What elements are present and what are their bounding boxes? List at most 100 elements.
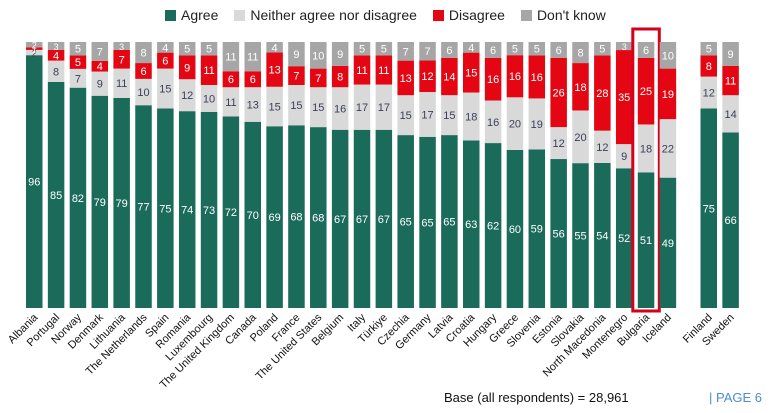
data-label-disagree-norway: 5 (75, 57, 81, 69)
data-label-agree-luxembourg: 73 (203, 205, 215, 217)
bar-segment-neither-belgium (331, 87, 349, 130)
data-label-neither-portugal: 8 (53, 66, 59, 78)
bar-segment-dontknow-the-united-states (310, 42, 327, 69)
data-label-dontknow-north-macedonia: 5 (599, 44, 605, 56)
data-label-neither-italy: 17 (356, 102, 368, 114)
data-label-agree-north-macedonia: 54 (596, 230, 608, 242)
data-label-dontknow-italy: 5 (359, 44, 365, 56)
data-label-agree-slovakia: 55 (574, 231, 586, 243)
bar-segment-neither-bulgaria (637, 124, 655, 173)
bar-segment-dontknow-norway (69, 42, 87, 56)
data-label-disagree-belgium: 8 (337, 72, 343, 84)
data-label-disagree-luxembourg: 11 (203, 65, 214, 77)
bar-segment-disagree-canada (244, 71, 261, 88)
data-label-agree-italy: 67 (356, 214, 368, 226)
data-label-agree-iceland: 49 (662, 238, 674, 250)
bar-segment-agree-the-netherlands (135, 105, 152, 309)
data-label-disagree-estonia: 26 (553, 88, 565, 100)
bar-segment-dontknow-slovakia (572, 42, 589, 64)
bar-segment-dontknow-greece (506, 42, 524, 56)
data-label-agree-hungary: 62 (487, 221, 499, 233)
data-label-neither-norway: 7 (75, 73, 81, 85)
data-label-neither-slovenia: 19 (531, 119, 543, 131)
bar-segment-agree-bulgaria (637, 172, 655, 308)
data-label-dontknow-the-united-states: 10 (312, 50, 324, 62)
bar-segment-agree-greece (506, 149, 524, 308)
data-label-dontknow-czechia: 7 (403, 46, 409, 58)
bar-segment-dontknow-finland (700, 42, 717, 56)
bar-segment-agree-italy (353, 129, 371, 308)
data-label-neither-the-netherlands: 10 (137, 87, 149, 99)
bar-segment-neither-estonia (550, 127, 567, 160)
data-label-agree-the-united-kingdom: 72 (225, 207, 237, 219)
bar-segment-disagree-sweden (722, 65, 739, 96)
bar-segment-neither-the-united-kingdom (222, 87, 240, 117)
data-label-disagree-italy: 11 (356, 65, 367, 77)
bar-segment-dontknow-estonia (550, 42, 567, 58)
bar-segment-disagree-belgium (331, 65, 349, 88)
data-label-neither-slovakia: 20 (574, 132, 586, 144)
data-label-disagree-greece: 16 (509, 71, 521, 83)
legend-label-neither: Neither agree nor disagree (250, 7, 417, 23)
data-label-disagree-albania: 1 (32, 45, 37, 55)
data-label-neither-czechia: 15 (400, 110, 412, 122)
data-label-neither-canada: 13 (247, 100, 259, 112)
data-label-agree-sweden: 66 (724, 215, 736, 227)
bar-segment-dontknow-romania (178, 42, 196, 56)
bar-segment-dontknow-spain (157, 42, 174, 53)
bar-segment-neither-montenegro (615, 144, 633, 169)
data-label-dontknow-estonia: 6 (556, 45, 562, 57)
data-label-neither-sweden: 14 (724, 109, 736, 121)
data-label-agree-denmark: 79 (94, 197, 106, 209)
base-note: Base (all respondents) = 28,961 (444, 390, 629, 405)
bar-segment-agree-slovakia (572, 163, 589, 308)
data-label-disagree-the-united-kingdom: 6 (228, 74, 234, 86)
data-label-dontknow-t-rkiye: 5 (381, 44, 387, 56)
bar-segment-neither-t-rkiye (375, 84, 393, 130)
bar-segment-disagree-finland (700, 55, 717, 77)
bar-segment-dontknow-italy (353, 42, 371, 56)
data-label-disagree-the-united-states: 7 (315, 73, 321, 85)
bar-segment-dontknow-montenegro (615, 42, 633, 51)
bar-segment-disagree-lithuania (113, 49, 130, 69)
page-number: | PAGE 6 (709, 390, 762, 405)
data-label-dontknow-lithuania: 3 (119, 42, 124, 52)
data-label-disagree-bulgaria: 25 (640, 86, 652, 98)
legend-swatch-disagree (432, 9, 444, 21)
bar-segment-dontknow-the-netherlands (135, 42, 152, 64)
data-label-dontknow-france: 9 (293, 49, 299, 61)
data-label-dontknow-luxembourg: 5 (206, 44, 212, 56)
data-label-neither-romania: 12 (181, 90, 193, 102)
bar-segment-agree-the-united-kingdom (222, 116, 240, 308)
bar-segment-dontknow-luxembourg (200, 42, 218, 56)
bar-segment-agree-poland (266, 126, 283, 308)
data-label-neither-greece: 20 (509, 119, 521, 131)
data-label-disagree-montenegro: 35 (618, 92, 630, 104)
data-label-neither-lithuania: 11 (116, 78, 127, 90)
data-label-disagree-t-rkiye: 11 (378, 65, 389, 77)
bar-segment-agree-romania (178, 111, 196, 308)
data-label-dontknow-romania: 5 (184, 44, 190, 56)
bar-segment-agree-finland (700, 108, 717, 308)
data-label-disagree-poland: 13 (268, 65, 280, 77)
bar-segment-agree-sweden (722, 132, 739, 308)
bar-segment-neither-norway (69, 68, 87, 88)
bar-segment-neither-denmark (91, 71, 109, 96)
data-label-dontknow-latvia: 6 (446, 45, 452, 57)
data-label-dontknow-the-united-kingdom: 11 (225, 52, 236, 64)
data-label-agree-greece: 60 (509, 224, 521, 236)
data-label-disagree-denmark: 4 (97, 61, 103, 73)
bar-segment-disagree-estonia (550, 57, 567, 128)
legend-item-agree: Agree (165, 7, 218, 23)
bar-segment-neither-slovakia (572, 110, 589, 164)
bar-segment-agree-denmark (91, 95, 109, 309)
data-label-agree-spain: 75 (159, 203, 171, 215)
bar-segment-dontknow-poland (266, 42, 283, 53)
data-label-dontknow-croatia: 4 (468, 42, 474, 54)
bar-segment-disagree-bulgaria (637, 57, 655, 125)
bar-segment-dontknow-czechia (397, 42, 414, 61)
bar-segment-neither-latvia (441, 95, 458, 136)
data-label-dontknow-montenegro: 3 (622, 42, 627, 52)
bar-segment-neither-sweden (722, 95, 739, 133)
data-label-dontknow-hungary: 6 (490, 45, 496, 57)
